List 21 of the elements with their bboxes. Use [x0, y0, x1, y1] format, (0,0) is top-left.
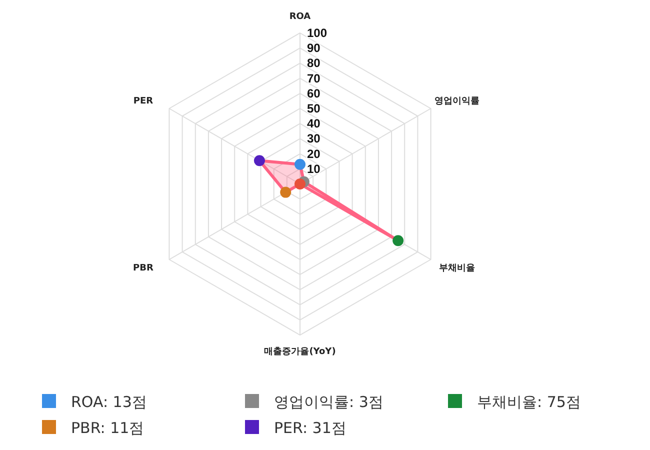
text: ROA: 13점: [71, 393, 147, 411]
spoke-label: ROA: [289, 12, 311, 22]
y-tick-label: 40: [307, 116, 321, 131]
y-tick-label: 20: [307, 146, 321, 161]
y-tick-label: 100: [307, 26, 328, 40]
text: PBR: 11점: [71, 419, 144, 437]
spoke-label: PER: [133, 96, 154, 106]
spoke-label: 영업이익률: [434, 96, 480, 106]
spoke-label: 부채비율: [438, 264, 475, 274]
y-tick-label: 90: [307, 41, 321, 56]
y-tick-label: 50: [307, 102, 321, 116]
y-tick-label: 10: [307, 162, 321, 176]
y-tick-label: 60: [307, 86, 321, 100]
text: 영업이익률: 3점: [274, 393, 384, 411]
y-tick-label: 30: [307, 132, 321, 146]
spoke-label: PBR: [133, 264, 154, 274]
y-tick-label: 70: [307, 71, 321, 86]
text: 부채비율: 75점: [477, 393, 581, 411]
spoke-label: 매출증가율(YoY): [264, 346, 336, 357]
text: PER: 31점: [274, 419, 346, 437]
y-tick-label: 80: [307, 56, 321, 70]
